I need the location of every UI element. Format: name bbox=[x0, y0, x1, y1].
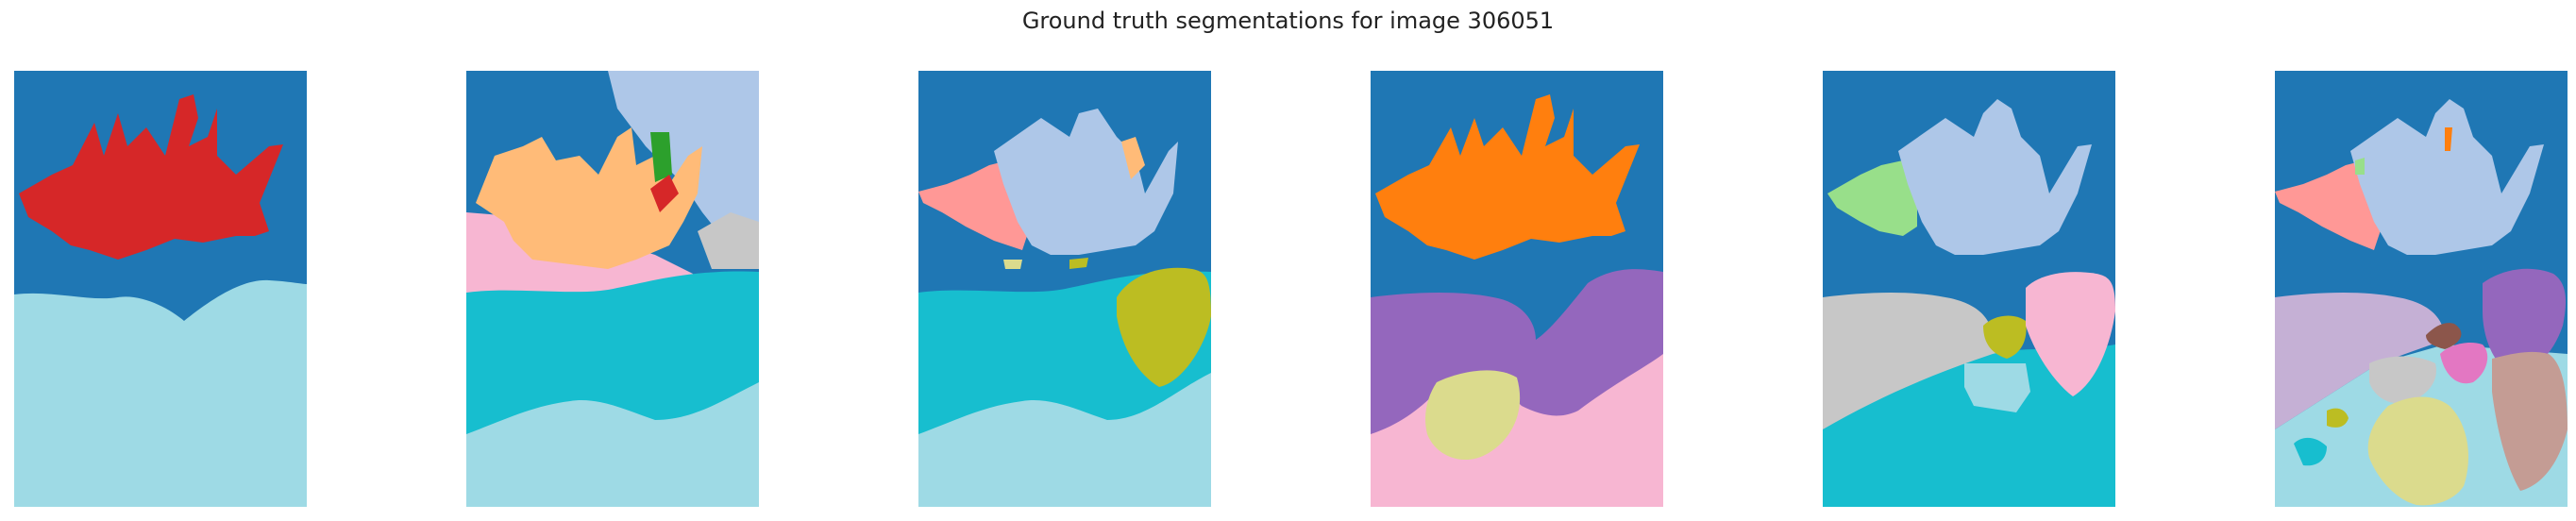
brown-region bbox=[2426, 323, 2462, 349]
light-cyan-region bbox=[1964, 363, 2030, 412]
light-purple-region bbox=[2275, 293, 2445, 429]
segmentation-map-5 bbox=[1823, 71, 2115, 507]
coral-rock-region bbox=[14, 279, 307, 507]
olive-light-region bbox=[1003, 260, 1022, 269]
figure-title: Ground truth segmentations for image 306… bbox=[1021, 8, 1555, 34]
gray-region bbox=[698, 212, 759, 269]
segmentation-map-3 bbox=[918, 71, 1211, 507]
foreground-rock-region bbox=[918, 373, 1211, 507]
segmentation-map-4 bbox=[1371, 71, 1663, 507]
segmentation-panel-4 bbox=[1371, 71, 1663, 507]
anemone-region bbox=[1375, 94, 1640, 260]
olive-rock-region bbox=[1117, 267, 1211, 387]
pink-red-region bbox=[2275, 160, 2383, 250]
coral-rock-region bbox=[1823, 345, 2115, 507]
segmentation-panel-5 bbox=[1823, 71, 2115, 507]
background-anemone-region bbox=[608, 71, 759, 241]
anemone-region bbox=[19, 94, 283, 260]
red-region bbox=[650, 175, 679, 212]
green-region bbox=[650, 132, 672, 182]
light-green-region bbox=[1827, 160, 1917, 236]
segmentation-panel-2 bbox=[466, 71, 759, 507]
segmentation-panel-6 bbox=[2275, 71, 2568, 507]
segmentation-map-2 bbox=[466, 71, 759, 507]
orange-region bbox=[2445, 127, 2452, 151]
anemone-region bbox=[1898, 99, 2092, 255]
anemone-region bbox=[994, 109, 1178, 255]
gray-rock-region bbox=[1823, 293, 2030, 429]
segmentation-map-6 bbox=[2275, 71, 2568, 507]
foreground-rock-region bbox=[466, 382, 759, 507]
anemone-region bbox=[476, 127, 702, 269]
purple-region bbox=[2483, 268, 2566, 373]
olive-light-region bbox=[1425, 370, 1521, 461]
light-green-region bbox=[2355, 158, 2365, 175]
olive-region bbox=[1983, 315, 2027, 359]
cyan-small-region bbox=[2294, 437, 2327, 466]
gray-region bbox=[2369, 356, 2436, 404]
magenta-region bbox=[2440, 343, 2488, 384]
segmentation-panel-3 bbox=[918, 71, 1211, 507]
pink-rock-region bbox=[2026, 272, 2115, 396]
orange-region bbox=[1121, 137, 1145, 179]
segmentation-panel-1 bbox=[14, 71, 307, 507]
anemone-region bbox=[2350, 99, 2544, 255]
olive-light-region bbox=[2367, 396, 2468, 506]
light-brown-region bbox=[2492, 351, 2568, 491]
olive-small-region bbox=[2327, 408, 2349, 428]
olive-small-region bbox=[1069, 258, 1088, 269]
segmentation-map-1 bbox=[14, 71, 307, 507]
